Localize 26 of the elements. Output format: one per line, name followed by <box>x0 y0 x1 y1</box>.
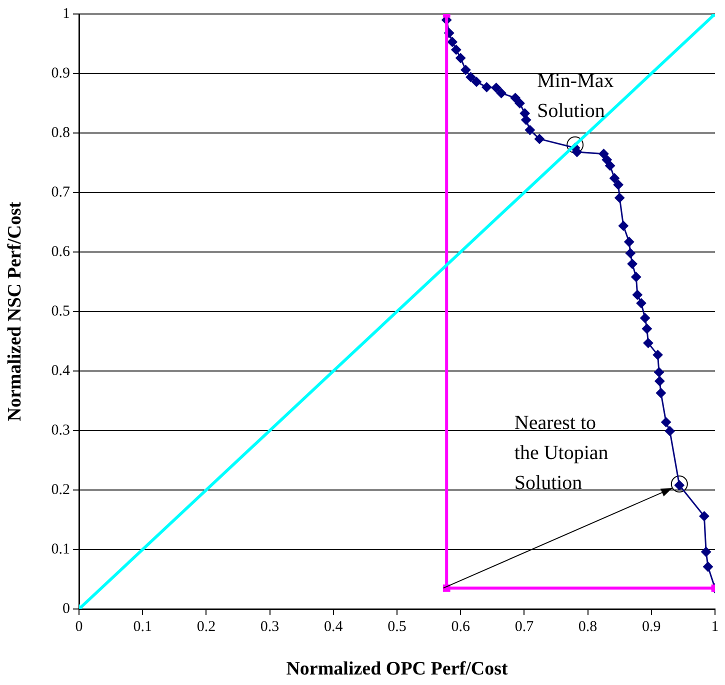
x-tick-label: 0.6 <box>451 618 470 635</box>
y-axis-title: Normalized NSC Perf/Cost <box>4 201 26 422</box>
x-tick-label: 1 <box>711 618 719 635</box>
x-tick-label: 0.9 <box>642 618 661 635</box>
annotation: Min-Max Solution <box>537 70 614 122</box>
y-tick-label: 0.1 <box>51 541 70 558</box>
y-tick-label: 0.6 <box>51 244 70 260</box>
y-tick-label: 0.3 <box>51 422 70 438</box>
y-tick-label: 0.5 <box>51 303 70 320</box>
y-tick-label: 1 <box>62 6 70 22</box>
y-tick-label: 0.7 <box>51 184 70 200</box>
x-tick-label: 0.7 <box>514 618 534 635</box>
annotation: Nearest to the Utopian Solution <box>514 412 608 494</box>
y-tick-label: 0.8 <box>51 124 70 141</box>
x-tick-label: 0 <box>75 618 83 635</box>
x-tick-label: 0.3 <box>260 618 280 635</box>
x-tick-label: 0.1 <box>133 618 152 635</box>
x-tick-label: 0.8 <box>578 618 598 635</box>
x-axis-title: Normalized OPC Perf/Cost <box>286 658 508 680</box>
y-tick-label: 0 <box>62 600 70 617</box>
y-tick-label: 0.9 <box>51 65 70 82</box>
x-tick-label: 0.4 <box>324 618 344 635</box>
x-tick-label: 0.2 <box>196 618 216 635</box>
x-tick-label: 0.5 <box>388 618 406 635</box>
y-tick-label: 0.2 <box>51 482 70 498</box>
y-tick-label: 0.4 <box>51 362 70 379</box>
